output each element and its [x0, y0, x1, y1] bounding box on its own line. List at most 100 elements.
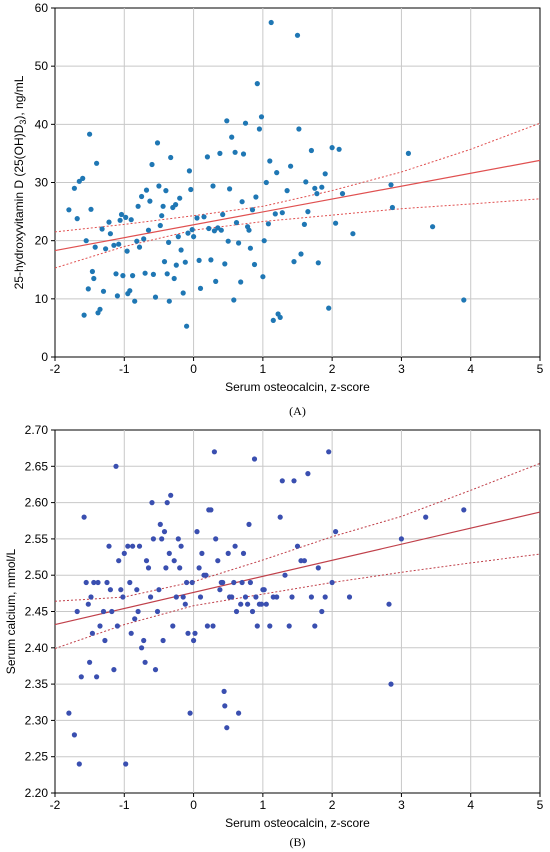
data-point: [180, 290, 186, 296]
data-point: [163, 188, 169, 194]
data-point: [80, 175, 86, 181]
data-point: [258, 114, 265, 120]
y-tick-label: 2.35: [25, 677, 49, 691]
data-point: [148, 594, 154, 600]
data-point: [296, 126, 302, 132]
data-point: [246, 227, 252, 233]
y-axis-ticks-a: 0 10 20 30 40 50 60: [35, 1, 55, 364]
data-point: [136, 543, 143, 549]
data-point: [99, 226, 105, 232]
data-point: [160, 637, 166, 644]
data-point: [184, 323, 190, 329]
data-point: [130, 543, 136, 549]
data-point: [240, 550, 247, 557]
data-point: [81, 514, 87, 520]
data-point: [71, 185, 77, 191]
data-point: [386, 601, 392, 607]
data-point: [196, 257, 202, 263]
data-point: [319, 184, 325, 190]
data-point: [178, 247, 184, 253]
data-point: [91, 579, 97, 586]
data-point: [177, 195, 183, 201]
data-point: [274, 594, 280, 600]
data-point: [114, 293, 120, 299]
data-point: [229, 594, 235, 600]
data-point: [152, 667, 159, 673]
data-point: [267, 623, 273, 629]
data-point: [308, 147, 314, 154]
data-point: [92, 244, 98, 250]
data-point: [217, 150, 223, 156]
data-point: [208, 507, 214, 513]
x-tick-label: 4: [467, 798, 474, 812]
data-point: [227, 186, 233, 192]
x-tick-label: 5: [537, 362, 544, 376]
data-point: [267, 158, 273, 164]
y-tick-label: 2.60: [25, 496, 49, 510]
data-point: [74, 608, 80, 615]
y-tick-label: 2.45: [25, 605, 49, 619]
x-axis-title-b: Serum osteocalcin, z-score: [225, 816, 370, 830]
data-point: [127, 579, 133, 586]
data-point: [170, 623, 176, 629]
y-tick-label: 2.40: [25, 641, 49, 655]
data-point: [186, 168, 192, 174]
data-point: [150, 271, 156, 277]
x-tick-label: 5: [537, 798, 544, 812]
data-point: [111, 242, 117, 248]
data-point: [301, 558, 307, 564]
data-point: [322, 594, 328, 600]
data-point: [76, 761, 82, 767]
data-point: [289, 594, 295, 600]
data-point: [215, 558, 221, 564]
data-point: [211, 228, 217, 234]
data-point: [254, 81, 260, 87]
data-point: [242, 594, 249, 600]
data-point: [204, 623, 210, 629]
data-point: [270, 317, 276, 323]
data-point: [389, 204, 395, 211]
data-point: [184, 579, 190, 586]
data-point: [147, 198, 153, 204]
data-point: [154, 608, 161, 615]
data-point: [177, 565, 183, 571]
data-point: [94, 160, 100, 166]
data-point: [173, 262, 179, 268]
data-point: [260, 274, 266, 280]
data-point: [136, 244, 143, 250]
panel-label-b: (B): [290, 835, 306, 849]
data-points-b: [66, 449, 467, 767]
data-point: [284, 188, 290, 194]
data-point: [125, 543, 131, 549]
data-point: [233, 220, 240, 226]
data-point: [168, 492, 174, 498]
data-point: [231, 579, 237, 586]
data-point: [191, 637, 197, 644]
data-point: [251, 261, 258, 268]
y-tick-label: 40: [35, 117, 49, 131]
regression-line: [54, 511, 541, 626]
data-point: [236, 240, 242, 246]
data-point: [145, 227, 152, 233]
data-point: [319, 608, 325, 615]
data-point: [258, 601, 265, 607]
y-tick-label: 2.25: [25, 750, 49, 764]
lower-confidence-curve: [54, 553, 541, 649]
data-point: [109, 608, 115, 615]
data-point: [238, 601, 244, 607]
data-point: [124, 248, 130, 254]
data-point: [191, 234, 197, 240]
data-point: [253, 594, 259, 600]
data-point: [239, 579, 245, 586]
data-point: [100, 288, 107, 294]
data-point: [178, 543, 184, 549]
data-point: [66, 207, 72, 213]
data-point: [282, 572, 288, 578]
data-point: [229, 134, 235, 140]
data-point: [149, 500, 155, 506]
data-point: [199, 550, 205, 557]
data-point: [116, 241, 122, 247]
data-point: [333, 529, 339, 535]
data-point: [253, 194, 259, 200]
data-point: [256, 126, 262, 132]
